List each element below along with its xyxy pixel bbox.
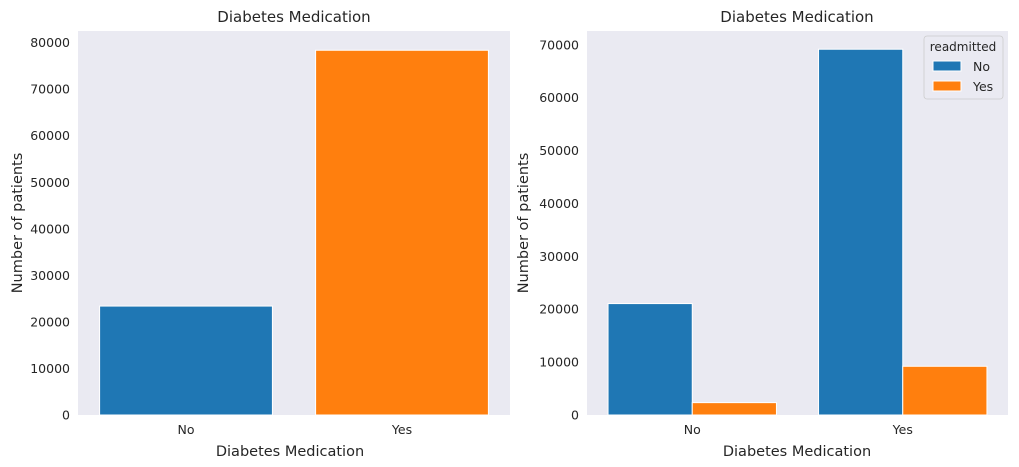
chart-title-left: Diabetes Medication — [217, 8, 370, 26]
y-tick-label: 10000 — [539, 355, 579, 370]
chart-title-right: Diabetes Medication — [720, 8, 873, 26]
legend-title: readmitted — [930, 40, 996, 54]
y-tick-label: 30000 — [30, 268, 70, 283]
y-tick-label: 60000 — [30, 128, 70, 143]
bar-no-readmitted-no — [607, 303, 693, 416]
bar-no — [99, 305, 273, 416]
y-tick-label: 40000 — [539, 196, 579, 211]
x-tick-label: Yes — [391, 422, 412, 437]
x-tick-label: No — [178, 422, 195, 437]
x-axis-label-left: Diabetes Medication — [216, 444, 364, 460]
y-ticks-right: 0 10000 20000 30000 40000 50000 60000 70000 — [539, 37, 579, 422]
x-tick-label: No — [684, 422, 701, 437]
bars-left — [99, 49, 489, 416]
y-tick-label: 0 — [571, 408, 579, 423]
x-ticks-left: No Yes — [178, 422, 413, 437]
y-tick-label: 20000 — [539, 302, 579, 317]
bar-yes-readmitted-no — [818, 48, 904, 416]
chart-panel-left: 0 10000 20000 30000 40000 50000 60000 70000 8000… — [10, 8, 510, 460]
bar-yes-readmitted-yes — [902, 365, 988, 416]
y-tick-label: 20000 — [30, 314, 70, 329]
y-tick-label: 10000 — [30, 361, 70, 376]
y-tick-label: 50000 — [539, 143, 579, 158]
legend-label-no: No — [973, 59, 990, 74]
y-axis-label-left: Number of patients — [10, 153, 26, 294]
y-tick-label: 40000 — [30, 221, 70, 236]
legend-swatch-no — [932, 60, 962, 72]
bar-no-readmitted-yes — [691, 402, 777, 416]
y-ticks-left: 0 10000 20000 30000 40000 50000 60000 70000 8000… — [30, 35, 70, 422]
chart-panel-right: 0 10000 20000 30000 40000 50000 60000 70000 No Y… — [516, 8, 1008, 460]
legend-swatch-yes — [932, 80, 962, 92]
bar-yes — [315, 49, 489, 416]
y-tick-label: 60000 — [539, 90, 579, 105]
x-tick-label: Yes — [892, 422, 913, 437]
y-tick-label: 0 — [62, 408, 70, 423]
y-tick-label: 50000 — [30, 175, 70, 190]
y-tick-label: 70000 — [30, 82, 70, 97]
x-axis-label-right: Diabetes Medication — [723, 444, 871, 460]
legend: readmitted No Yes — [923, 35, 1004, 100]
y-tick-label: 80000 — [30, 35, 70, 50]
legend-label-yes: Yes — [972, 79, 993, 94]
y-tick-label: 30000 — [539, 249, 579, 264]
bars-right — [607, 48, 988, 416]
x-ticks-right: No Yes — [684, 422, 913, 437]
y-tick-label: 70000 — [539, 37, 579, 52]
y-axis-label-right: Number of patients — [516, 153, 532, 294]
